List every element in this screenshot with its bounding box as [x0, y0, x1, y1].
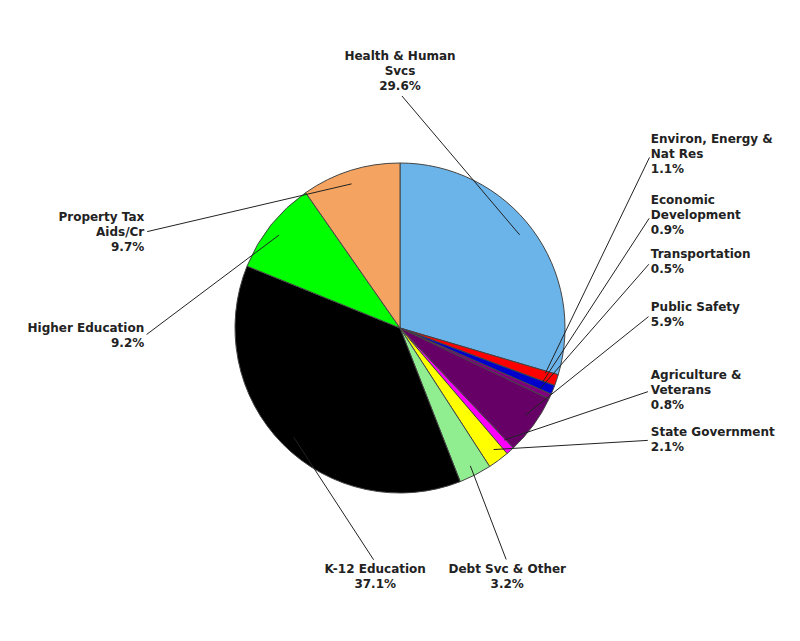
category-label: Debt Svc & Other [448, 562, 566, 576]
leader-line [545, 157, 649, 373]
value-label: 0.9% [651, 223, 684, 237]
slice-label: Health & HumanSvcs29.6% [344, 49, 455, 93]
leader-line [147, 184, 351, 232]
category-label: Veterans [651, 383, 711, 397]
slice-label: EconomicDevelopment0.9% [651, 193, 741, 237]
slice-label: Debt Svc & Other3.2% [448, 562, 566, 591]
value-label: 0.5% [651, 262, 684, 276]
labels: Health & HumanSvcs29.6% Environ, Energy &… [28, 49, 775, 592]
chart: Health & HumanSvcs29.6% Environ, Energy &… [0, 0, 800, 641]
leader-line [504, 392, 648, 440]
value-label: 9.7% [111, 240, 144, 254]
slice [306, 163, 400, 328]
leader-line [294, 437, 374, 560]
value-label: 9.2% [111, 336, 144, 350]
slice-label: State Government2.1% [651, 425, 775, 454]
leader-line [542, 218, 649, 382]
slice-label: Transportation0.5% [651, 247, 751, 276]
category-label: Transportation [651, 247, 751, 261]
slice-label: Agriculture &Veterans0.8% [651, 368, 742, 412]
slices [235, 163, 565, 493]
leader-line [402, 96, 520, 235]
leader-line [540, 264, 649, 389]
category-label: Svcs [385, 64, 416, 78]
value-label: 2.1% [651, 440, 684, 454]
category-label: Property Tax [58, 210, 144, 224]
slice-label: Environ, Energy &Nat Res1.1% [651, 132, 773, 176]
category-label: Environ, Energy & [651, 132, 773, 146]
leader-line [470, 466, 506, 560]
category-label: Economic [651, 193, 715, 207]
category-label: Development [651, 208, 741, 222]
value-label: 29.6% [379, 79, 421, 93]
leader-line [494, 440, 648, 449]
value-label: 3.2% [491, 577, 524, 591]
value-label: 5.9% [651, 315, 684, 329]
leader-line [147, 235, 279, 334]
category-label: Agriculture & [651, 368, 742, 382]
slice-label: K-12 Education37.1% [325, 562, 426, 591]
leader-line [525, 317, 648, 416]
value-label: 37.1% [354, 577, 396, 591]
category-label: Higher Education [28, 321, 145, 335]
category-label: State Government [651, 425, 775, 439]
slice-label: Higher Education9.2% [28, 321, 145, 350]
category-label: Health & Human [344, 49, 455, 63]
slice-label: Public Safety5.9% [651, 300, 740, 329]
slice-label: Property TaxAids/Cr9.7% [58, 210, 144, 254]
value-label: 1.1% [651, 162, 684, 176]
category-label: Nat Res [651, 147, 704, 161]
leader-lines [147, 96, 650, 560]
value-label: 0.8% [651, 398, 684, 412]
category-label: Aids/Cr [96, 225, 144, 239]
category-label: Public Safety [651, 300, 740, 314]
category-label: K-12 Education [325, 562, 426, 576]
